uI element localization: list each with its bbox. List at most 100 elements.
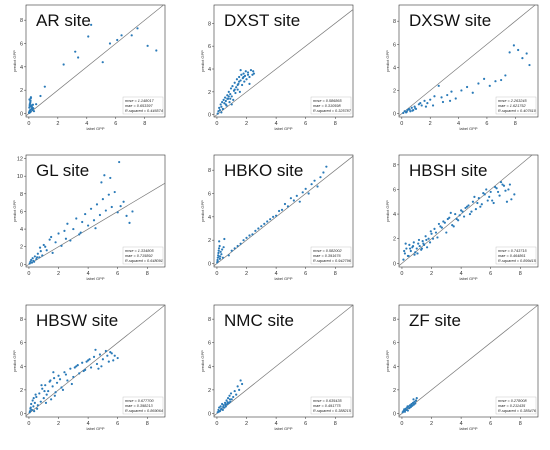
data-point bbox=[30, 108, 33, 111]
data-point bbox=[415, 247, 418, 250]
data-point bbox=[44, 384, 47, 387]
y-tick-label: 0 bbox=[20, 411, 23, 417]
data-point bbox=[222, 98, 225, 101]
data-point bbox=[100, 365, 103, 368]
chart-panel: 0 2 4 6 8 0 2 4 6 8 label GPP predict GPP ZF site rms… bbox=[385, 304, 539, 431]
data-point bbox=[230, 103, 233, 106]
data-point bbox=[411, 109, 414, 112]
data-point bbox=[218, 244, 221, 248]
stats-box bbox=[122, 396, 164, 415]
data-point bbox=[254, 229, 257, 232]
data-point bbox=[32, 107, 35, 110]
y-tick-label: 4 bbox=[20, 364, 23, 370]
data-point bbox=[228, 398, 232, 401]
y-tick-label: 8 bbox=[20, 317, 23, 323]
x-tick-label: 6 bbox=[489, 271, 492, 277]
data-point bbox=[409, 405, 412, 409]
y-tick-label: 4 bbox=[208, 215, 211, 221]
y-tick-label: 0 bbox=[208, 411, 211, 417]
data-point bbox=[36, 404, 39, 407]
plot-frame bbox=[398, 304, 539, 418]
x-tick-label: 2 bbox=[245, 121, 248, 127]
data-point bbox=[464, 206, 467, 210]
y-tick-label: 4 bbox=[20, 227, 23, 233]
y-tick-label: 0 bbox=[393, 411, 396, 417]
data-point bbox=[408, 108, 411, 111]
data-point bbox=[403, 252, 407, 255]
data-point bbox=[235, 78, 239, 81]
data-point bbox=[51, 251, 54, 254]
data-point bbox=[109, 351, 112, 354]
data-point bbox=[283, 202, 287, 206]
data-point bbox=[235, 86, 238, 89]
data-point bbox=[45, 249, 48, 252]
data-point bbox=[101, 61, 104, 64]
data-point bbox=[301, 191, 304, 194]
data-point bbox=[72, 375, 75, 379]
x-tick-label: 6 bbox=[489, 421, 492, 427]
data-point bbox=[414, 402, 417, 405]
data-point bbox=[502, 184, 506, 187]
data-point bbox=[219, 255, 222, 258]
data-point bbox=[110, 205, 113, 209]
data-point bbox=[521, 57, 524, 60]
y-tick-label: 12 bbox=[17, 157, 23, 163]
data-point bbox=[239, 242, 242, 245]
data-point bbox=[122, 200, 125, 203]
chart-title: HBSH site bbox=[409, 161, 487, 180]
stats-line: rmse = 1.148017 bbox=[125, 99, 154, 103]
data-point bbox=[92, 219, 96, 222]
data-point bbox=[277, 209, 281, 213]
data-point bbox=[458, 214, 461, 217]
data-point bbox=[110, 352, 113, 355]
data-point bbox=[452, 225, 455, 228]
data-point bbox=[236, 88, 239, 91]
data-point bbox=[410, 106, 413, 109]
data-point bbox=[35, 395, 38, 399]
data-point bbox=[75, 365, 78, 368]
data-point bbox=[449, 211, 452, 214]
data-point bbox=[266, 220, 269, 223]
y-tick-label: 2 bbox=[20, 388, 23, 394]
data-point bbox=[38, 392, 41, 395]
data-point bbox=[31, 257, 34, 260]
data-point bbox=[92, 355, 96, 358]
data-point bbox=[61, 388, 65, 391]
y-tick-label: 8 bbox=[20, 18, 23, 24]
data-point bbox=[446, 217, 449, 221]
y-axis-label: predict GPP bbox=[200, 200, 205, 222]
data-point bbox=[445, 231, 448, 234]
y-tick-label: 0 bbox=[393, 112, 396, 118]
data-point bbox=[84, 212, 87, 216]
data-point bbox=[236, 385, 239, 388]
data-point bbox=[32, 110, 36, 113]
data-point bbox=[51, 385, 54, 388]
x-axis-label: label GPP bbox=[459, 126, 477, 131]
data-point bbox=[81, 220, 84, 224]
data-point bbox=[471, 91, 474, 94]
stats-line: rmse = 0.586865 bbox=[313, 99, 342, 103]
data-point bbox=[35, 257, 38, 261]
data-point bbox=[431, 104, 435, 107]
data-point bbox=[473, 195, 476, 198]
x-tick-label: 4 bbox=[87, 271, 90, 277]
data-point bbox=[88, 358, 91, 361]
data-point bbox=[40, 384, 43, 387]
data-point bbox=[222, 405, 225, 409]
y-tick-label: 2 bbox=[20, 245, 23, 251]
y-tick-label: 6 bbox=[208, 44, 211, 50]
data-point bbox=[230, 95, 233, 98]
data-point bbox=[32, 405, 35, 408]
data-point bbox=[131, 210, 134, 213]
stats-line: mae = 1.621752 bbox=[498, 104, 526, 108]
data-point bbox=[242, 239, 245, 242]
data-point bbox=[411, 244, 415, 248]
x-axis-label: label GPP bbox=[86, 276, 104, 281]
chart-title: GL site bbox=[36, 161, 89, 180]
y-tick-label: 8 bbox=[208, 21, 211, 27]
data-point bbox=[504, 189, 507, 192]
data-point bbox=[325, 165, 328, 168]
data-point bbox=[130, 34, 133, 37]
data-point bbox=[87, 35, 90, 38]
data-point bbox=[38, 256, 41, 259]
